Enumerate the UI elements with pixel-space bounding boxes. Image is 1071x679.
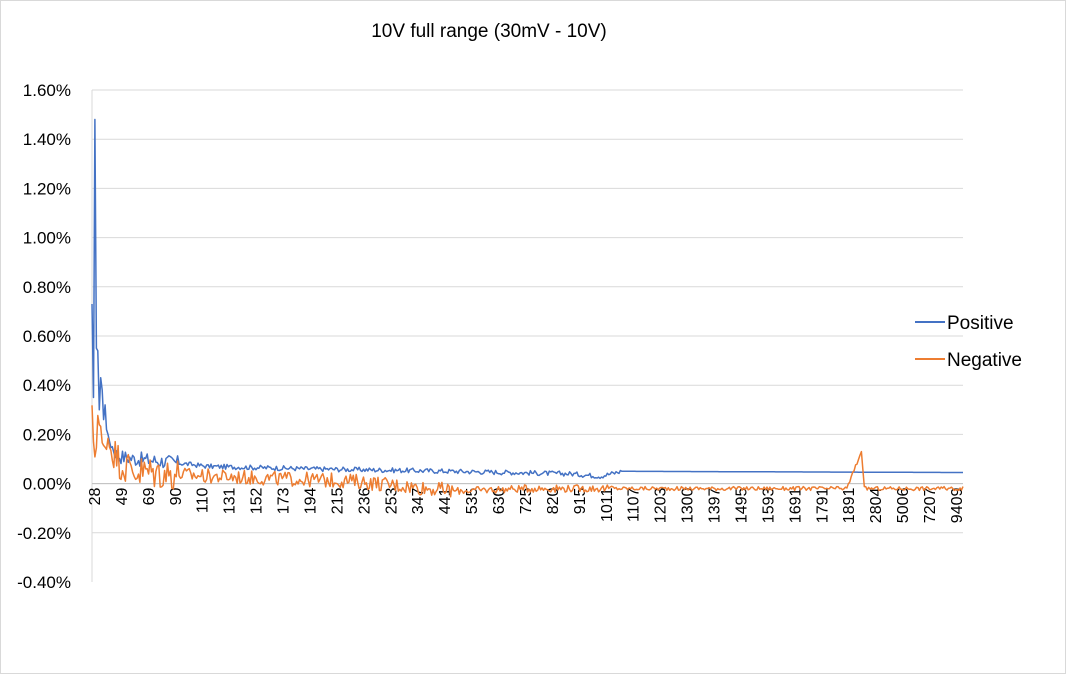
x-tick-label: 253 [383,488,400,515]
x-tick-label: 915 [572,488,589,515]
x-tick-label: 236 [356,488,373,515]
x-tick-label: 152 [249,488,266,515]
x-tick-label: 1397 [707,487,724,523]
series-line-negative [91,405,964,498]
y-axis: -0.40% -0.20% 0.00% 0.20% 0.40% 0.60% 0.80% 1.0… [17,81,93,592]
x-tick-label: 1300 [680,487,697,523]
y-tick-label: 0.20% [23,425,71,444]
x-tick-label: 49 [114,487,131,505]
y-tick-label: 1.00% [23,229,71,248]
y-tick-label: 0.00% [23,475,71,494]
legend-label-negative: Negative [947,350,1022,371]
y-tick-label: 1.20% [23,179,71,198]
x-tick-label: 630 [491,488,508,515]
x-tick-label: 820 [545,488,562,515]
x-tick-label: 194 [303,488,320,515]
y-tick-label: 1.40% [23,130,71,149]
x-tick-label: 1593 [760,487,777,523]
x-tick-label: 110 [195,488,212,514]
legend: Positive Negative [915,313,1022,371]
x-tick-label: 9409 [949,487,966,523]
x-tick-label: 28 [87,487,104,505]
x-tick-label: 69 [141,487,158,505]
y-tick-label: 0.40% [23,376,71,395]
legend-label-positive: Positive [947,313,1014,334]
x-tick-label: 1791 [814,487,831,523]
x-tick-label: 1011 [599,487,616,522]
y-tick-label: -0.20% [17,524,71,543]
y-tick-label: -0.40% [17,573,71,592]
x-tick-label: 1107 [626,487,643,522]
x-tick-label: 1495 [734,487,751,523]
x-tick-label: 131 [222,488,239,515]
series-lines [91,118,964,498]
x-tick-label: 347 [410,488,427,515]
x-tick-label: 1203 [653,487,670,523]
x-tick-label: 1891 [841,487,858,523]
x-tick-label: 1691 [787,487,804,523]
series-line-positive [91,118,963,480]
x-tick-label: 2804 [868,487,885,523]
x-tick-label: 725 [518,488,535,515]
x-tick-label: 215 [329,488,346,515]
y-tick-label: 0.80% [23,278,71,297]
x-tick-label: 90 [168,487,185,505]
x-tick-label: 173 [276,488,293,515]
x-tick-label: 5006 [895,487,912,523]
x-tick-label: 535 [464,488,481,515]
x-tick-label: 7207 [922,487,939,523]
y-tick-label: 0.60% [23,327,71,346]
y-tick-label: 1.60% [23,81,71,100]
chart-title: 10V full range (30mV - 10V) [371,21,607,42]
